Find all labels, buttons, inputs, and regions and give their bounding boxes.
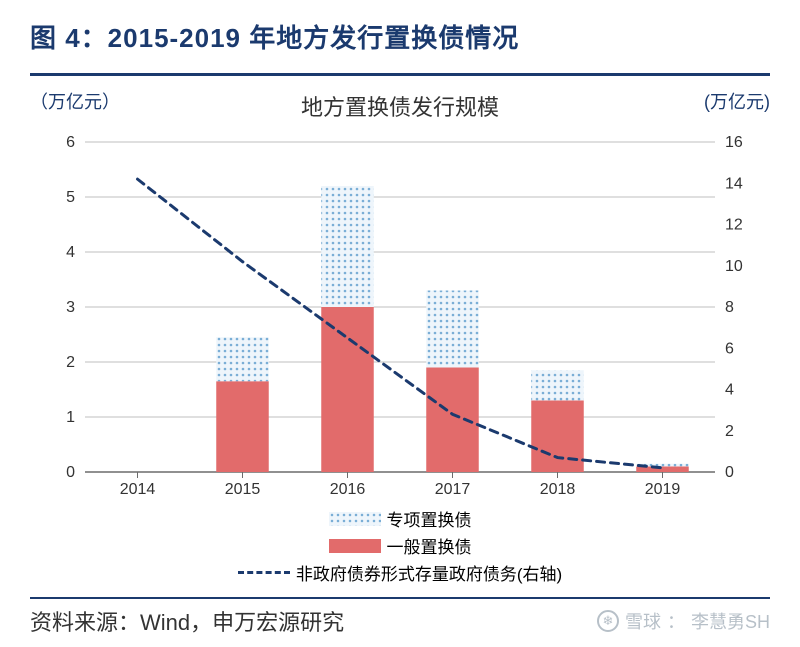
legend-label-special: 专项置换债	[387, 506, 472, 531]
svg-text:2015: 2015	[225, 481, 261, 498]
right-axis-unit: (万亿元)	[704, 88, 770, 114]
legend-swatch-line-icon	[238, 571, 290, 574]
svg-text:16: 16	[725, 134, 743, 151]
svg-text:4: 4	[66, 244, 75, 261]
svg-text:2: 2	[66, 354, 75, 371]
svg-text:12: 12	[725, 217, 743, 234]
svg-text:14: 14	[725, 175, 743, 192]
watermark-author: 李慧勇SH	[691, 608, 770, 634]
header-rule	[30, 73, 770, 76]
left-axis-unit: （万亿元）	[30, 88, 120, 114]
svg-text:6: 6	[66, 134, 75, 151]
svg-text:2018: 2018	[540, 481, 576, 498]
svg-text:2014: 2014	[120, 481, 156, 498]
legend-label-line: 非政府债券形式存量政府债务(右轴)	[296, 560, 562, 585]
svg-text:2019: 2019	[645, 481, 681, 498]
watermark: ❄ 雪球 ： 李慧勇SH	[597, 608, 770, 634]
svg-text:10: 10	[725, 258, 743, 275]
legend: 专项置换债 一般置换债 非政府债券形式存量政府债务(右轴)	[0, 506, 800, 585]
chart-area: 0123456024681012141620142015201620172018…	[30, 132, 770, 502]
chart-subtitle: 地方置换债发行规模	[0, 90, 800, 122]
footer-rule	[30, 597, 770, 599]
svg-text:0: 0	[725, 464, 734, 481]
legend-label-general: 一般置换债	[387, 533, 472, 558]
snowball-icon: ❄	[597, 610, 619, 632]
chart-svg: 0123456024681012141620142015201620172018…	[30, 132, 770, 502]
watermark-brand: 雪球	[625, 608, 661, 634]
svg-text:0: 0	[66, 464, 75, 481]
svg-text:6: 6	[725, 340, 734, 357]
svg-text:2016: 2016	[330, 481, 366, 498]
svg-text:2: 2	[725, 423, 734, 440]
legend-swatch-special-icon	[329, 512, 381, 526]
svg-text:4: 4	[725, 382, 734, 399]
svg-text:8: 8	[725, 299, 734, 316]
legend-swatch-general-icon	[329, 539, 381, 553]
source-text: 资料来源：Wind，申万宏源研究	[30, 605, 344, 637]
svg-text:1: 1	[66, 409, 75, 426]
svg-text:5: 5	[66, 189, 75, 206]
svg-text:2017: 2017	[435, 481, 471, 498]
svg-text:3: 3	[66, 299, 75, 316]
figure-title: 图 4：2015-2019 年地方发行置换债情况	[30, 18, 770, 55]
